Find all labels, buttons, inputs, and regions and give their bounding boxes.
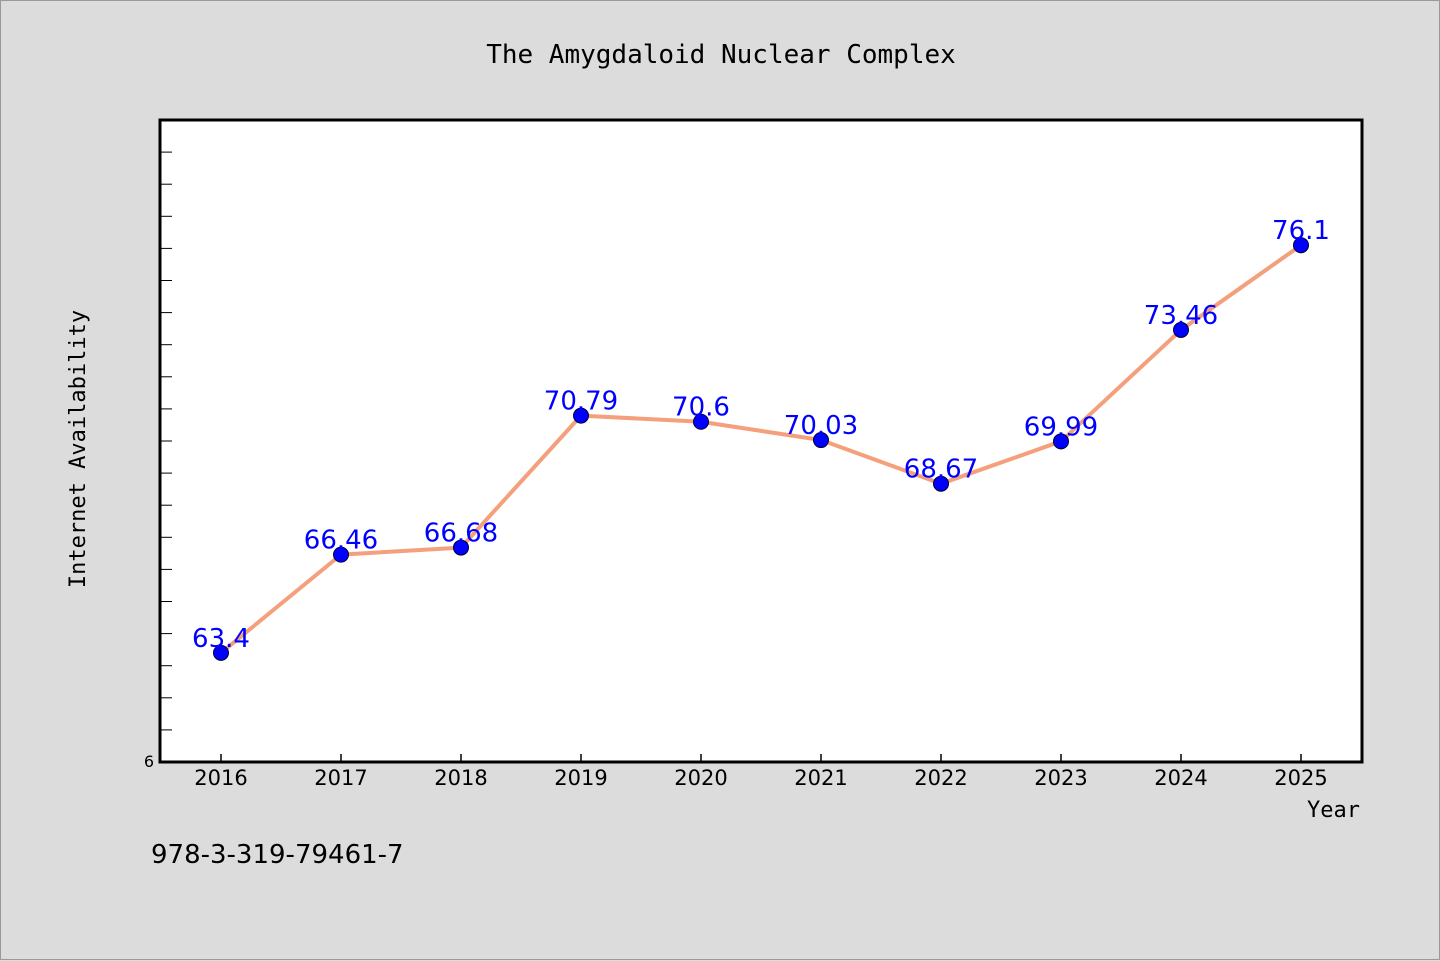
data-label: 70.79	[544, 387, 618, 417]
y-axis-label: Internet Availability	[66, 310, 91, 588]
y-tick-label: 6	[144, 752, 154, 771]
data-label: 68.67	[904, 455, 978, 485]
data-label: 73.46	[1144, 301, 1218, 331]
x-tick-label: 2019	[554, 766, 607, 790]
data-label: 63.4	[192, 624, 250, 654]
x-tick-label: 2024	[1154, 766, 1207, 790]
isbn-text: 978-3-319-79461-7	[151, 840, 404, 870]
data-point-marker	[1053, 433, 1069, 450]
x-tick-label: 2018	[434, 766, 487, 790]
data-point-marker	[453, 539, 469, 556]
data-label: 70.03	[784, 411, 858, 441]
data-label: 66.68	[424, 519, 498, 549]
x-tick-label: 2016	[194, 766, 247, 790]
data-label: 76.1	[1272, 216, 1330, 246]
x-axis-label: Year	[1307, 798, 1360, 823]
plot-area	[158, 118, 1364, 764]
data-point-marker	[933, 475, 949, 492]
x-axis-ticks: 2016 2017 2018 2019 2020 2021 2022 2023 2024 2025	[194, 754, 1328, 790]
series-layer: 63.4 66.46 66.68 70.79 70.6 70.03 68.67 69.99 73…	[192, 216, 1330, 661]
x-tick-label: 2021	[794, 766, 847, 790]
x-tick-label: 2017	[314, 766, 367, 790]
x-tick-label: 2023	[1034, 766, 1087, 790]
chart-title: The Amygdaloid Nuclear Complex	[486, 40, 956, 70]
data-point-marker	[333, 546, 349, 563]
y-axis-ticks	[160, 151, 172, 731]
data-point-marker	[573, 407, 589, 424]
data-label: 69.99	[1024, 412, 1098, 442]
x-tick-label: 2022	[914, 766, 967, 790]
data-point-marker	[213, 644, 229, 661]
data-point-marker	[813, 432, 829, 449]
series-line	[219, 243, 1303, 655]
data-point-marker	[693, 413, 709, 430]
data-point-marker	[1293, 237, 1309, 254]
x-tick-label: 2025	[1274, 766, 1327, 790]
data-label: 70.6	[672, 393, 730, 423]
data-point-marker	[1173, 321, 1189, 338]
x-tick-label: 2020	[674, 766, 727, 790]
data-label: 66.46	[304, 526, 378, 556]
